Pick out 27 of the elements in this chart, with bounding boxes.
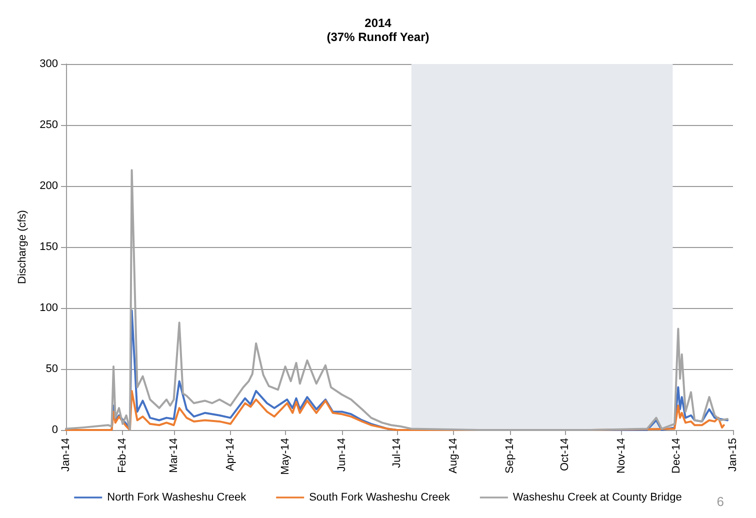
x-tick-label: Jan-15 (727, 438, 739, 472)
x-tick-label: May-14 (279, 438, 292, 475)
y-tick-label: 250 (40, 119, 58, 131)
x-tick-label: Oct-14 (558, 438, 571, 472)
chart-title: 2014 (364, 16, 392, 30)
y-tick-label: 50 (46, 363, 58, 375)
x-tick-label: Nov-14 (616, 438, 628, 474)
y-tick-label: 150 (40, 241, 58, 253)
legend-label: Washeshu Creek at County Bridge (512, 492, 682, 504)
y-tick-label: 0 (52, 424, 58, 436)
x-tick-label: Jun-14 (336, 438, 348, 472)
x-tick-label: Dec-14 (670, 438, 682, 474)
x-tick-label: Apr-14 (224, 438, 236, 472)
y-tick-label: 300 (40, 58, 58, 70)
x-tick-label: Aug-14 (447, 438, 460, 474)
legend-label: North Fork Washeshu Creek (107, 492, 247, 504)
text: 6 (716, 494, 724, 509)
y-axis-title: Discharge (cfs) (16, 210, 28, 284)
x-tick-label: Jan-14 (60, 438, 72, 472)
y-tick-label: 100 (40, 302, 58, 314)
x-tick-label: Feb-14 (116, 438, 129, 473)
x-tick-label: Sep-14 (504, 438, 516, 474)
chart-subtitle: (37% Runoff Year) (326, 30, 430, 44)
y-tick-label: 200 (40, 180, 58, 192)
x-tick-label: Mar-14 (168, 438, 180, 473)
legend-label: South Fork Washeshu Creek (309, 492, 450, 504)
x-tick-label: Jul-14 (390, 438, 403, 468)
